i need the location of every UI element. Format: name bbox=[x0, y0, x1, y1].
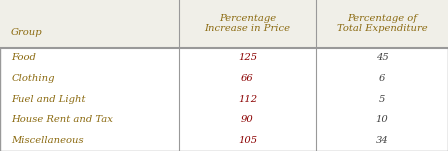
Text: 125: 125 bbox=[238, 53, 257, 62]
Text: 112: 112 bbox=[238, 95, 257, 104]
Text: Group: Group bbox=[11, 28, 43, 37]
Text: Miscellaneous: Miscellaneous bbox=[11, 136, 84, 145]
Text: Clothing: Clothing bbox=[11, 74, 55, 83]
Text: 5: 5 bbox=[379, 95, 385, 104]
Bar bbox=[0, 0, 448, 48]
Text: Percentage
Increase in Price: Percentage Increase in Price bbox=[205, 14, 290, 34]
Text: 66: 66 bbox=[241, 74, 254, 83]
Text: House Rent and Tax: House Rent and Tax bbox=[11, 116, 113, 124]
Text: Percentage of
Total Expenditure: Percentage of Total Expenditure bbox=[336, 14, 427, 34]
Text: Food: Food bbox=[11, 53, 36, 62]
Text: 6: 6 bbox=[379, 74, 385, 83]
Text: 45: 45 bbox=[375, 53, 388, 62]
Text: 105: 105 bbox=[238, 136, 257, 145]
Text: Fuel and Light: Fuel and Light bbox=[11, 95, 86, 104]
Text: 90: 90 bbox=[241, 116, 254, 124]
Text: 34: 34 bbox=[375, 136, 388, 145]
Text: 10: 10 bbox=[375, 116, 388, 124]
